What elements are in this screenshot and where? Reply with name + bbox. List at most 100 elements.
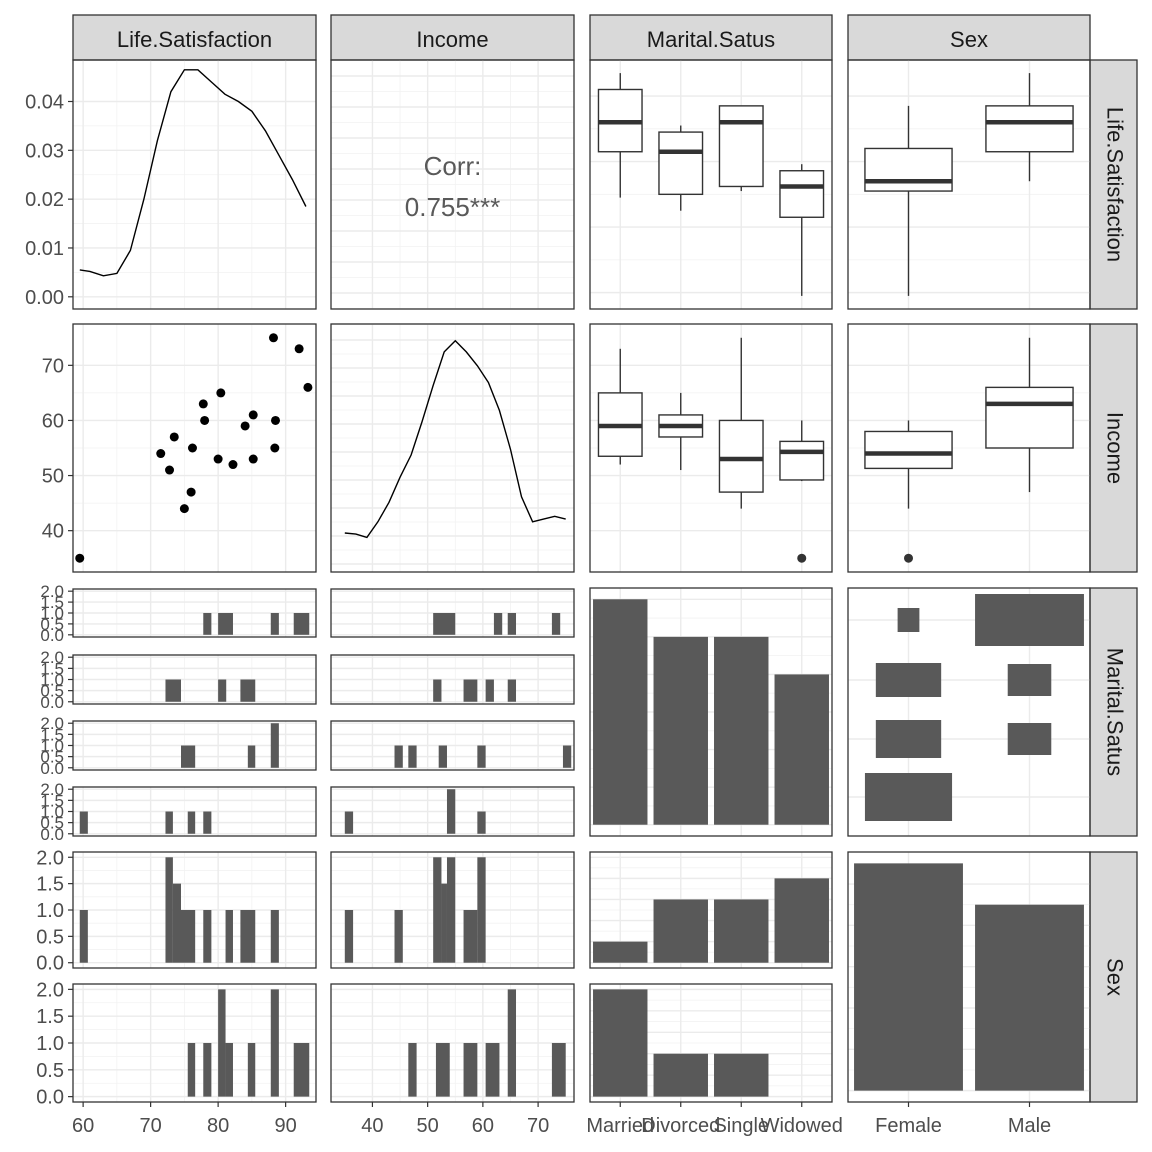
histogram-bar: [165, 857, 173, 963]
y-tick-label-count: 1.0: [40, 737, 64, 756]
box-outlier: [797, 553, 807, 563]
x-tick-label-income: 60: [472, 1115, 494, 1137]
y-tick-label-density: 0.04: [25, 92, 64, 114]
y-tick-label-count: 1.5: [40, 659, 64, 678]
box-body: [864, 430, 953, 470]
strip-label-life-satisfaction: Life.Satisfaction: [117, 27, 272, 52]
histogram-bar: [344, 811, 354, 834]
y-tick-label-count: 0.5: [40, 814, 64, 833]
panel-box-life-sex: [847, 59, 1091, 310]
histogram-bar: [218, 989, 226, 1097]
histogram-bar: [463, 1043, 478, 1097]
y-tick-label-count: 0.5: [40, 682, 64, 701]
panel-box-income-sex: [847, 323, 1091, 573]
strip-right-0: [1089, 59, 1138, 310]
histogram-bar: [165, 811, 173, 834]
y-tick-label-density: 0.02: [25, 189, 64, 211]
panel-bar-sex: [847, 851, 1091, 1103]
x-tick-label-life: 60: [72, 1115, 94, 1137]
y-tick-label-density: 0.01: [25, 238, 64, 260]
histogram-bar: [344, 910, 354, 963]
panel-hist-income-male: [330, 983, 575, 1103]
histogram-bar: [485, 1043, 500, 1097]
panel-bar-male-marital: [589, 983, 833, 1103]
histogram-bar: [203, 613, 212, 635]
box-male: [985, 337, 1074, 493]
histogram-bar: [172, 883, 181, 963]
density-income-grid: [331, 324, 574, 572]
y-tick-label-count: 0.0: [40, 626, 64, 645]
histogram-bar: [551, 613, 561, 635]
panel-hist-income-female: [330, 851, 575, 969]
y-tick-label-count: 1.5: [36, 1006, 64, 1028]
box-body: [985, 386, 1074, 449]
bar-female: [854, 863, 963, 1091]
box-male: [985, 73, 1074, 182]
y-tick-label-income: 40: [42, 521, 64, 543]
y-tick-label-count: 0.0: [36, 953, 64, 975]
panel-box-life-marital: [589, 59, 833, 310]
y-tick-label-count: 0.5: [36, 1060, 64, 1082]
scatter-point: [240, 421, 250, 431]
bar-male-married: [593, 989, 648, 1097]
strip-label-income: Income: [416, 27, 488, 52]
histogram-bar: [493, 613, 503, 635]
y-tick-label-count: 2.0: [40, 648, 64, 667]
y-tick-label-income: 70: [42, 355, 64, 377]
strip-right-label-income: Income: [1103, 412, 1128, 484]
x-tick-label-sex: Male: [1008, 1115, 1051, 1137]
histogram-bar: [270, 989, 279, 1097]
panel-scatter: [72, 323, 317, 573]
histogram-bar: [551, 1043, 566, 1097]
panel-bar-female-marital: [589, 851, 833, 969]
y-tick-label-count: 0.5: [40, 748, 64, 767]
y-tick-label-count: 2.0: [36, 847, 64, 869]
bar-single: [714, 636, 769, 825]
scatter-point: [187, 443, 197, 453]
y-tick-label-density: 0.00: [25, 287, 64, 309]
histogram-bar: [270, 613, 279, 635]
panel-mosaic: [847, 587, 1091, 837]
strip-right-label-marital-satus: Marital.Satus: [1103, 648, 1128, 776]
x-tick-label-life: 80: [207, 1115, 229, 1137]
y-tick-label-count: 0.5: [40, 615, 64, 634]
scatter-point: [156, 449, 166, 459]
y-tick-label-count: 1.5: [40, 593, 64, 612]
box-body: [658, 131, 704, 196]
scatter-point: [216, 388, 226, 398]
bar-married: [593, 599, 648, 825]
bar-divorced: [653, 636, 708, 825]
density-line-income: [344, 339, 566, 539]
box-widowed: [779, 164, 825, 296]
histogram-bar: [446, 857, 456, 963]
histogram-bar: [463, 679, 478, 702]
histogram-bar: [203, 910, 212, 963]
y-tick-label-count: 1.5: [40, 791, 64, 810]
histogram-bar: [187, 1043, 196, 1097]
histogram-bar: [218, 679, 227, 702]
tile-married-female: [897, 608, 920, 632]
tile-single-male: [1007, 723, 1052, 755]
bar-female-widowed: [774, 878, 829, 963]
y-tick-label-count: 0.5: [36, 926, 64, 948]
y-tick-label-count: 1.5: [36, 874, 64, 896]
strip-right-label-sex: Sex: [1103, 958, 1128, 996]
y-tick-label-count: 1.0: [40, 671, 64, 690]
scatter-point: [200, 415, 210, 425]
x-tick-label-marital: Divorced: [641, 1115, 720, 1137]
scatter-point: [248, 454, 258, 464]
box-divorced: [658, 125, 704, 211]
bar-male-single: [714, 1053, 769, 1097]
histogram-bar: [203, 1043, 212, 1097]
x-tick-label-life: 90: [275, 1115, 297, 1137]
panel-hist-income-single-grid: [331, 721, 574, 770]
histogram-bar: [293, 1043, 310, 1097]
panel-hist-life-married-grid: [73, 589, 316, 637]
strip-right-label-life-satisfaction: Life.Satisfaction: [1103, 107, 1128, 262]
box-married: [597, 73, 643, 198]
panel-hist-income-widowed: [330, 786, 575, 837]
scatter-point: [271, 415, 280, 425]
tile-married-male: [975, 594, 1084, 646]
tile-single-female: [875, 720, 942, 758]
density-life-grid: [73, 60, 316, 309]
